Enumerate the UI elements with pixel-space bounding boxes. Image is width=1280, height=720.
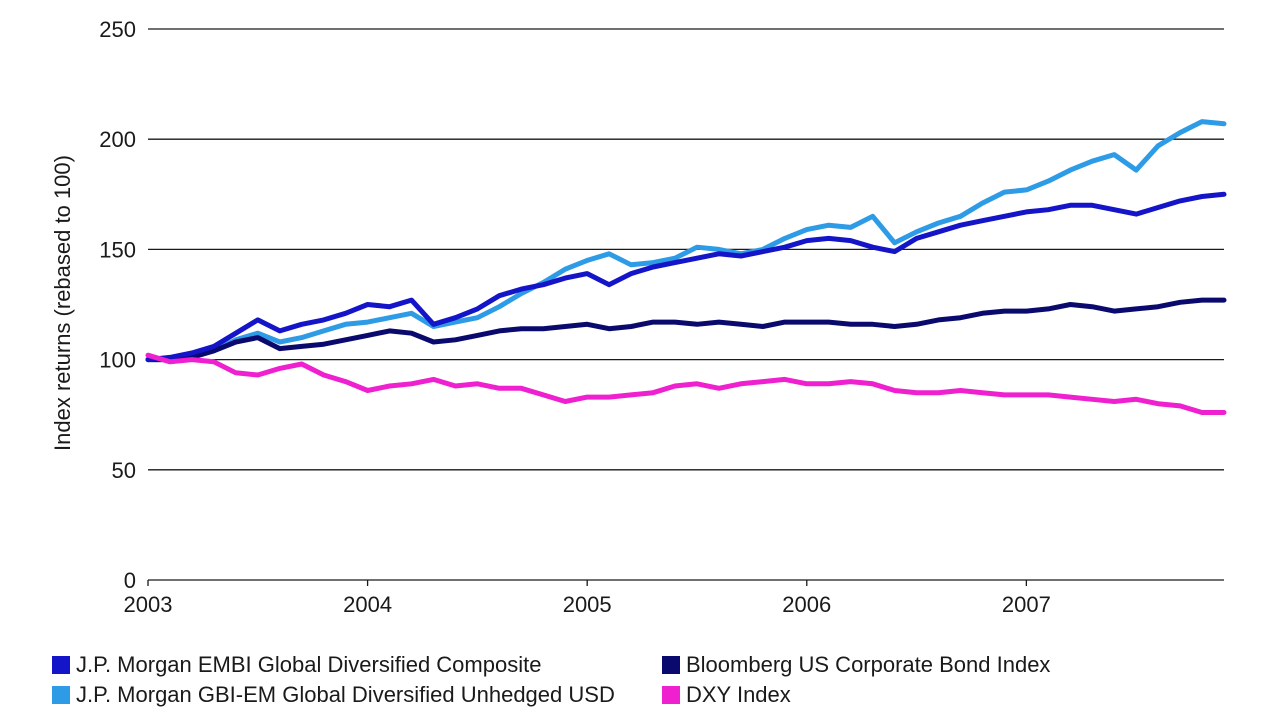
legend-swatch-gbi-em [52, 686, 70, 704]
legend-swatch-bloomberg [662, 656, 680, 674]
legend-label-bloomberg: Bloomberg US Corporate Bond Index [686, 652, 1051, 677]
x-tick-label-2006: 2006 [782, 592, 831, 617]
y-tick-label-200: 200 [99, 127, 136, 152]
y-tick-label-50: 50 [112, 458, 136, 483]
series-line-bloomberg-us-corporate-bond-index [145, 297, 1227, 363]
x-tick-label-2007: 2007 [1002, 592, 1051, 617]
y-tick-label-250: 250 [99, 17, 136, 42]
y-tick-label-0: 0 [124, 568, 136, 593]
x-tick-label-2003: 2003 [124, 592, 173, 617]
line-chart: 0 50 100 150 200 250 2003 2004 2005 2006 2007 Ind… [50, 17, 1227, 617]
legend-label-dxy: DXY Index [686, 682, 791, 707]
legend-item-dxy: DXY Index [662, 682, 791, 708]
legend-swatch-dxy [662, 686, 680, 704]
series-lines [145, 119, 1227, 415]
y-axis-ticks: 0 50 100 150 200 250 [99, 17, 136, 593]
legend-item-gbi-em: J.P. Morgan GBI-EM Global Diversified Un… [52, 682, 662, 708]
y-axis-label: Index returns (rebased to 100) [50, 155, 75, 451]
gridlines [148, 28, 1224, 581]
series-line-j-p-morgan-embi-global-diversified-composite [145, 191, 1227, 363]
legend-row-1: J.P. Morgan EMBI Global Diversified Comp… [52, 650, 1252, 680]
legend: J.P. Morgan EMBI Global Diversified Comp… [52, 650, 1252, 710]
legend-swatch-embi [52, 656, 70, 674]
y-tick-label-150: 150 [99, 237, 136, 262]
legend-label-embi: J.P. Morgan EMBI Global Diversified Comp… [76, 652, 542, 677]
legend-item-embi: J.P. Morgan EMBI Global Diversified Comp… [52, 652, 662, 678]
legend-row-2: J.P. Morgan GBI-EM Global Diversified Un… [52, 680, 1252, 710]
x-axis-ticks: 2003 2004 2005 2006 2007 [124, 580, 1051, 617]
y-tick-label-100: 100 [99, 348, 136, 373]
legend-item-bloomberg: Bloomberg US Corporate Bond Index [662, 652, 1050, 678]
x-tick-label-2005: 2005 [563, 592, 612, 617]
series-line-j-p-morgan-gbi-em-global-diversified-unhedged-usd [145, 119, 1227, 363]
series-line-dxy-index [145, 352, 1227, 415]
legend-label-gbi-em: J.P. Morgan GBI-EM Global Diversified Un… [76, 682, 615, 707]
x-tick-label-2004: 2004 [343, 592, 392, 617]
